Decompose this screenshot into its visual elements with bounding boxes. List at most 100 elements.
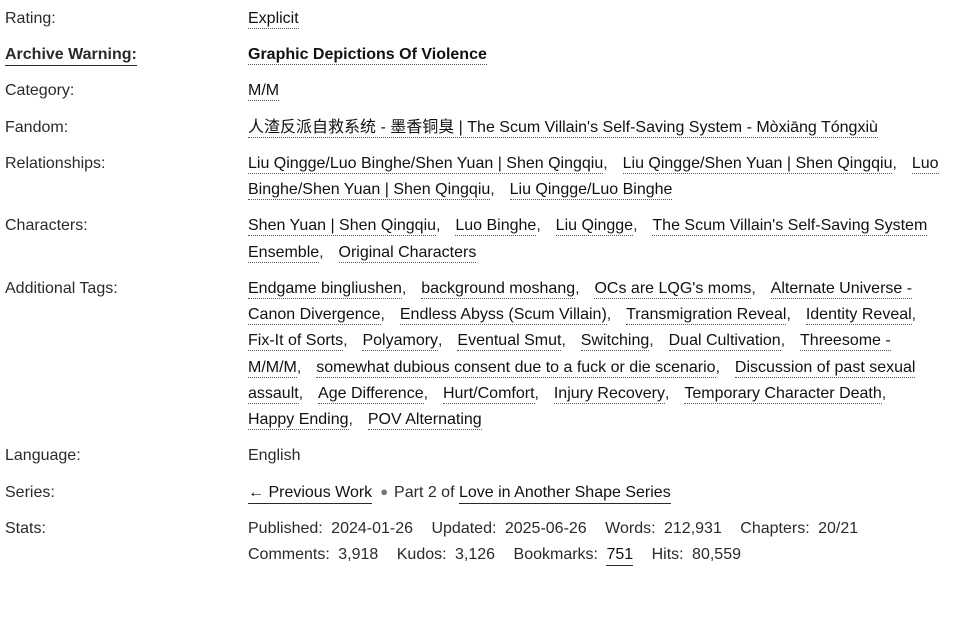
tag-separator: , (751, 279, 771, 297)
stat-label: Updated: (431, 519, 497, 537)
stat-value: 20/21 (818, 519, 859, 537)
tag-link-additional-tags[interactable]: Temporary Character Death (684, 384, 882, 404)
tag-separator: , (298, 384, 319, 402)
tag-separator: , (348, 411, 368, 429)
tag-link-relationships[interactable]: Luo Binghe/Shen Yuan | Shen Qingqiu (248, 154, 939, 201)
meta-value-series: ← Previous Work ● Part 2 of Love in Anothe… (248, 480, 978, 506)
tag-link-additional-tags[interactable]: Endless Abyss (Scum Villain) (399, 306, 607, 326)
meta-label-series: Series: (5, 480, 248, 506)
meta-row-relationships: Relationships: Liu Qingge/Luo Binghe/Shen… (5, 151, 978, 203)
tag-separator: , (401, 279, 422, 297)
tag-link-additional-tags[interactable]: background moshang (421, 279, 576, 299)
tag-separator: , (780, 332, 801, 350)
language-value-text: English (248, 447, 301, 465)
tag-link-additional-tags[interactable]: POV Alternating (367, 411, 482, 431)
meta-label-text: Relationships: (5, 154, 106, 172)
tag-separator: , (423, 384, 443, 402)
meta-value-fandom: 人渣反派自救系统 - 墨香铜臭 | The Scum Villain's Sel… (248, 115, 978, 141)
meta-label-relationships: Relationships: (5, 151, 248, 203)
tag-link-additional-tags[interactable]: somewhat dubious consent due to a fuck o… (316, 358, 716, 378)
meta-label-fandom: Fandom: (5, 115, 248, 141)
tag-link-additional-tags[interactable]: Transmigration Reveal (626, 306, 787, 326)
tag-separator: , (296, 358, 317, 376)
tag-link-additional-tags[interactable]: Threesome - M/M/M (248, 332, 891, 378)
stat-hits: Hits: 80,559 (652, 546, 741, 563)
stat-value: 2025-06-26 (504, 519, 587, 537)
tag-link-additional-tags[interactable]: Dual Cultivation (668, 332, 781, 352)
tag-link-additional-tags[interactable]: Alternate Universe - Canon Divergence (248, 279, 913, 326)
tag-link-additional-tags[interactable]: Fix-It of Sorts (248, 332, 344, 352)
stat-value[interactable]: 751 (606, 545, 634, 566)
tag-separator: , (881, 384, 902, 402)
meta-value-language: English (248, 443, 978, 469)
meta-value-relationships: Liu Qingge/Luo Binghe/Shen Yuan | Shen Q… (248, 151, 978, 203)
tag-separator: , (603, 154, 623, 172)
tag-separator: , (319, 243, 339, 261)
meta-value-stats: Published: 2024-01-26 Updated: 2025-06-2… (248, 516, 978, 568)
previous-work-link[interactable]: ← Previous Work (248, 483, 373, 504)
tag-link-additional-tags[interactable]: Endgame bingliushen (248, 279, 402, 299)
tag-link-characters[interactable]: Shen Yuan | Shen Qingqiu (248, 217, 437, 237)
meta-label-archive-warning: Archive Warning: (5, 42, 248, 68)
tag-link-characters[interactable]: Original Characters (338, 243, 477, 263)
tag-separator: , (561, 332, 581, 350)
meta-label-text: Characters: (5, 217, 88, 235)
stat-chapters: Chapters: 20/21 (740, 520, 858, 537)
tag-link-additional-tags[interactable]: Age Difference (318, 384, 424, 404)
tag-link-additional-tags[interactable]: Happy Ending (248, 411, 349, 431)
meta-label-text: Stats: (5, 519, 46, 537)
tag-link-additional-tags[interactable]: Eventual Smut (457, 332, 562, 352)
tag-separator: , (892, 154, 912, 172)
tag-link-characters[interactable]: Luo Binghe (455, 217, 537, 237)
tag-separator: , (649, 332, 669, 350)
stat-value: 212,931 (664, 519, 722, 537)
tag-link-category[interactable]: M/M (248, 82, 280, 102)
meta-label-rating: Rating: (5, 6, 248, 32)
tag-separator: , (665, 384, 685, 402)
stat-label: Hits: (651, 545, 684, 563)
meta-label-text: Language: (5, 447, 81, 465)
meta-value-rating: Explicit (248, 6, 978, 32)
series-part-text: Part 2 of (394, 483, 455, 501)
tag-link-additional-tags[interactable]: Identity Reveal (805, 306, 912, 326)
tag-separator: , (343, 332, 363, 350)
tag-link-relationships[interactable]: Liu Qingge/Luo Binghe/Shen Yuan | Shen Q… (248, 154, 604, 174)
meta-label-characters: Characters: (5, 213, 248, 265)
series-link[interactable]: Love in Another Shape Series (458, 483, 671, 504)
meta-value-category: M/M (248, 78, 978, 104)
tag-link-additional-tags[interactable]: Hurt/Comfort (442, 384, 535, 404)
meta-row-additional-tags: Additional Tags: Endgame bingliushen, bac… (5, 276, 978, 433)
stat-published: Published: 2024-01-26 (248, 520, 413, 537)
tag-separator: , (633, 217, 653, 235)
series-bullet-icon: ● (380, 483, 389, 499)
meta-label-additional-tags: Additional Tags: (5, 276, 248, 433)
tag-link-relationships[interactable]: Liu Qingge/Shen Yuan | Shen Qingqiu (622, 154, 893, 174)
tag-link-additional-tags[interactable]: OCs are LQG's moms (594, 279, 752, 299)
stat-words: Words: 212,931 (605, 520, 722, 537)
stat-label: Words: (605, 519, 656, 537)
meta-value-characters: Shen Yuan | Shen Qingqiu, Luo Binghe, Li… (248, 213, 978, 265)
tag-link-additional-tags[interactable]: Injury Recovery (553, 384, 666, 404)
tag-link-rating[interactable]: Explicit (248, 10, 299, 29)
stat-label: Bookmarks: (513, 545, 598, 563)
tag-link-additional-tags[interactable]: Switching (580, 332, 650, 352)
tag-link-additional-tags[interactable]: Polyamory (362, 332, 439, 352)
tag-separator: , (490, 181, 510, 199)
tag-link-characters[interactable]: The Scum Villain's Self-Saving System En… (248, 217, 928, 263)
tag-link-fandom[interactable]: 人渣反派自救系统 - 墨香铜臭 | The Scum Villain's Sel… (248, 118, 878, 138)
tag-separator: , (534, 384, 554, 402)
work-meta: Rating: Explicit Archive Warning: Graphic D… (5, 6, 978, 568)
meta-row-language: Language: English (5, 443, 978, 469)
meta-label-text: Rating: (5, 10, 56, 27)
tag-separator: , (436, 217, 456, 235)
tag-separator: , (536, 217, 556, 235)
tag-separator: , (786, 306, 806, 324)
tag-link-additional-tags[interactable]: Discussion of past sexual assault (248, 358, 916, 404)
tag-link-characters[interactable]: Liu Qingge (555, 217, 634, 237)
tag-separator: , (380, 306, 400, 324)
stat-value: 2024-01-26 (331, 519, 414, 537)
tag-link-relationships[interactable]: Liu Qingge/Luo Binghe (509, 181, 673, 201)
tag-link-archive-warning[interactable]: Graphic Depictions Of Violence (248, 46, 487, 66)
stat-kudos: Kudos: 3,126 (397, 546, 495, 563)
tag-separator: , (606, 306, 627, 324)
